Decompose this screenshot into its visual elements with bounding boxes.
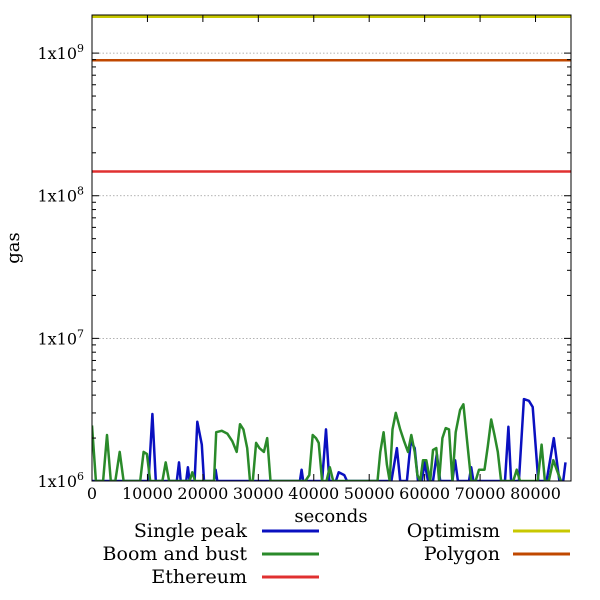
x-tick-label-5: 50000 — [344, 484, 395, 503]
x-axis-label: seconds — [294, 506, 367, 527]
x-tick-label-0: 0 — [87, 484, 97, 503]
x-tick-label-4: 40000 — [288, 484, 339, 503]
y-tick-label-1: 1x107 — [37, 327, 84, 348]
series-line-boom-and-bust — [92, 403, 563, 481]
legend-label-optimism: Optimism — [407, 520, 500, 542]
x-tick-label-1: 10000 — [122, 484, 173, 503]
y-tick-label-2: 1x108 — [37, 185, 84, 206]
plot-frame — [91, 14, 572, 482]
x-tick-label-2: 20000 — [177, 484, 228, 503]
legend-label-ethereum: Ethereum — [151, 566, 247, 588]
data-series — [92, 15, 571, 481]
gridlines — [92, 52, 571, 339]
legend-label-polygon: Polygon — [424, 543, 500, 565]
legend-label-single-peak: Single peak — [134, 520, 248, 542]
legend-label-boom-and-bust: Boom and bust — [103, 543, 248, 565]
y-tick-label-0: 1x106 — [37, 470, 84, 491]
x-tick-label-8: 80000 — [510, 484, 561, 503]
y-axis-label: gas — [3, 232, 24, 264]
y-ticks: 1x106 1x107 1x108 1x109 — [37, 42, 571, 491]
x-tick-label-6: 60000 — [399, 484, 450, 503]
x-ticks: 0 10000 20000 30000 40000 50000 60000 70000 8000… — [87, 15, 561, 503]
x-tick-label-7: 70000 — [455, 484, 506, 503]
x-tick-label-3: 30000 — [233, 484, 284, 503]
y-tick-label-3: 1x109 — [37, 42, 84, 63]
